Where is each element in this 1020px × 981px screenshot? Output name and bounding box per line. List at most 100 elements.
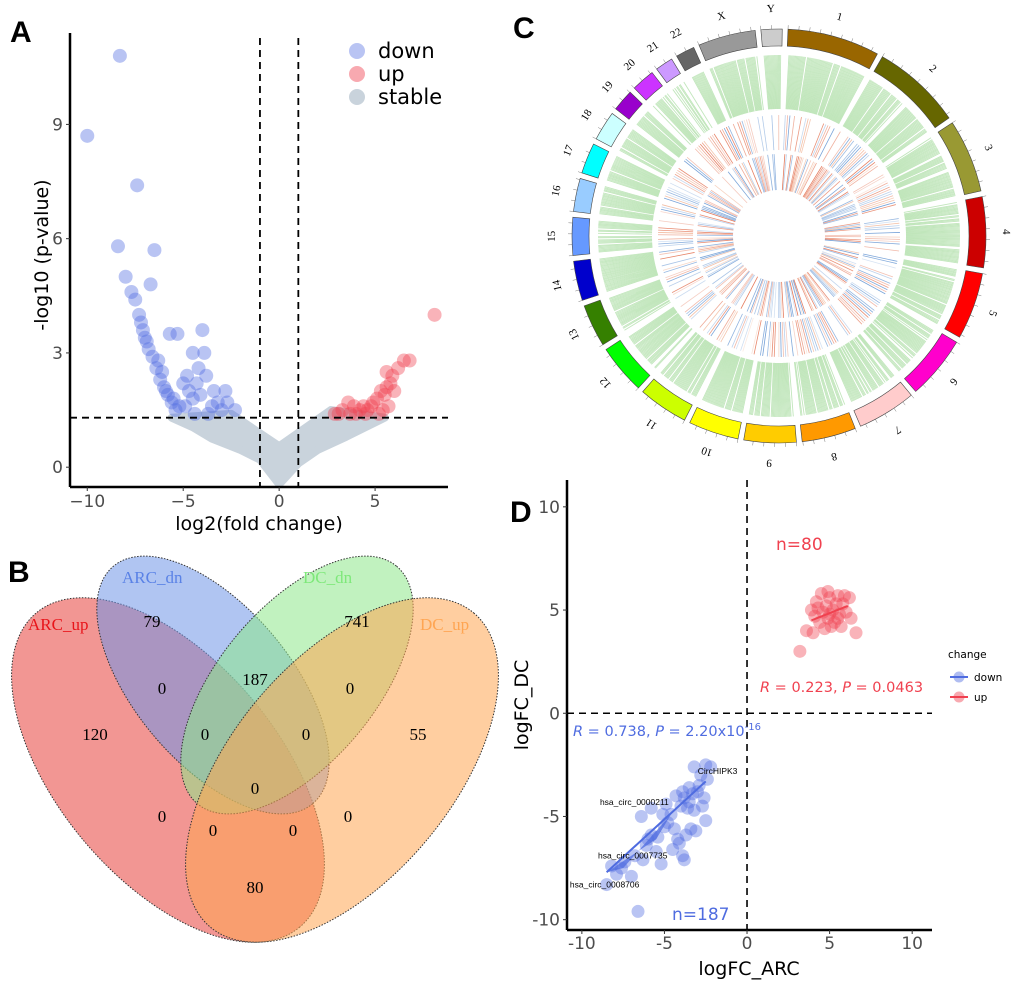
down-point	[145, 349, 160, 364]
density-bar	[905, 215, 959, 223]
density-bar	[606, 274, 659, 292]
density-bar	[602, 193, 656, 208]
density-bar	[598, 232, 653, 235]
chromosome-label: 5	[986, 309, 999, 319]
density-bar	[875, 119, 918, 155]
venn-diagram: ARC_up ARC_dn DC_dn DC_up 120 79 741 55 …	[11, 555, 499, 943]
fold-change-line	[859, 266, 893, 280]
fold-change-line	[771, 321, 775, 357]
density-bar	[598, 222, 653, 228]
fold-change-line	[815, 186, 846, 210]
density-bar	[714, 66, 735, 118]
density-bar	[885, 304, 932, 334]
density-bar	[715, 66, 736, 118]
down-point	[191, 361, 206, 376]
density-bar	[758, 362, 766, 416]
density-bar	[678, 84, 710, 131]
density-bar	[599, 253, 654, 262]
stat-r: R	[573, 724, 583, 740]
fold-change-line	[803, 166, 824, 198]
fold-change-line	[845, 289, 874, 313]
density-bar	[612, 165, 663, 187]
fold-change-line	[791, 157, 803, 192]
density-bar	[887, 143, 935, 172]
fold-change-line	[663, 197, 698, 210]
fold-change-line	[781, 321, 784, 357]
fold-change-line	[686, 156, 714, 181]
density-bar	[808, 60, 823, 113]
density-bar	[598, 239, 653, 242]
down-point	[677, 853, 691, 867]
chromosome-label: 22	[668, 26, 683, 42]
fold-change-line	[732, 123, 747, 157]
fold-change-line	[702, 252, 737, 267]
x-tick-label: 10	[901, 934, 923, 954]
density-bar	[843, 80, 873, 128]
density-bar	[904, 251, 959, 260]
fold-change-line	[697, 225, 734, 231]
density-bar	[901, 269, 954, 286]
down-point	[628, 849, 642, 863]
density-bar	[639, 119, 682, 155]
fold-change-line	[716, 309, 736, 340]
density-bar	[903, 259, 957, 271]
density-bar	[598, 224, 653, 229]
chromosome-tick	[627, 380, 631, 384]
density-bar	[644, 114, 685, 152]
down-point	[80, 128, 95, 143]
fold-change-line	[658, 229, 694, 233]
density-bar	[895, 164, 946, 187]
density-bar	[900, 271, 953, 288]
density-bar	[627, 136, 673, 167]
density-bar	[678, 341, 709, 387]
density-bar	[793, 56, 801, 110]
fold-change-line	[841, 294, 868, 320]
fold-change-line	[856, 272, 889, 289]
fold-change-line	[859, 193, 893, 207]
chromosome-tick	[588, 325, 593, 328]
fold-change-line	[761, 155, 770, 192]
density-bar	[891, 295, 940, 322]
down-point	[659, 797, 673, 811]
density-bar	[639, 316, 682, 352]
density-bar	[603, 267, 657, 283]
fold-change-line	[821, 252, 856, 268]
density-bar	[602, 195, 656, 209]
up-point	[828, 615, 842, 629]
density-bar	[717, 355, 737, 407]
density-bar	[609, 171, 661, 192]
density-bar	[869, 108, 909, 148]
density-bar	[859, 96, 896, 139]
chromosome-tick	[944, 360, 948, 363]
density-bar	[900, 181, 952, 199]
density-bar	[635, 313, 679, 348]
density-bar	[905, 242, 960, 247]
density-bar	[815, 357, 833, 410]
fold-change-line	[783, 321, 787, 357]
fold-change-line	[723, 127, 741, 160]
chromosome-20-band	[633, 72, 663, 101]
density-bar	[880, 126, 924, 160]
chromosome-tick	[647, 70, 651, 74]
fold-change-line	[808, 316, 821, 350]
density-bar	[879, 125, 924, 160]
fold-change-line	[699, 215, 735, 226]
chromosome-tick	[865, 423, 868, 428]
up-point	[837, 589, 851, 603]
density-bar	[780, 362, 783, 417]
panel-label-a: A	[10, 16, 32, 49]
fold-change-line	[799, 276, 817, 310]
density-bar	[855, 91, 889, 136]
density-bar	[895, 285, 946, 308]
density-bar	[895, 163, 946, 186]
fold-change-line	[733, 315, 748, 349]
density-bar	[877, 315, 921, 350]
density-bar	[736, 59, 751, 113]
density-bar	[806, 359, 819, 413]
density-bar	[905, 219, 960, 226]
density-bar	[833, 350, 859, 400]
chromosome-tick	[584, 315, 589, 318]
density-bar	[611, 283, 662, 306]
chromosome-12-band	[605, 339, 651, 389]
gene-label: hsa_circ_0000211	[600, 797, 669, 807]
